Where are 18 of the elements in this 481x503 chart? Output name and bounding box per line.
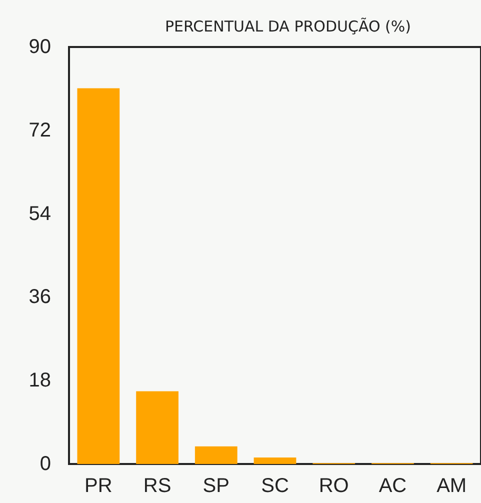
x-tick-label: RS [143, 475, 172, 497]
bar [194, 446, 238, 464]
x-tick-label: RO [318, 475, 349, 497]
y-tick-label: 0 [40, 453, 51, 475]
y-tick-label: 18 [28, 370, 51, 392]
bar [77, 88, 120, 464]
x-tick-label: SC [261, 475, 289, 497]
y-tick-label: 54 [28, 202, 51, 225]
x-tick-label: SP [202, 475, 230, 497]
x-tick-label: AC [378, 475, 407, 497]
y-tick-label: 72 [28, 119, 51, 142]
bar [254, 458, 296, 464]
chart-title: PERCENTUAL DA PRODUÇÃO (%) [164, 18, 412, 36]
y-tick-label: 36 [28, 286, 51, 308]
x-tick-label: PR [84, 475, 112, 497]
x-tick-label: AM [436, 475, 467, 497]
bar [136, 391, 178, 464]
y-tick-label: 90 [28, 36, 51, 58]
